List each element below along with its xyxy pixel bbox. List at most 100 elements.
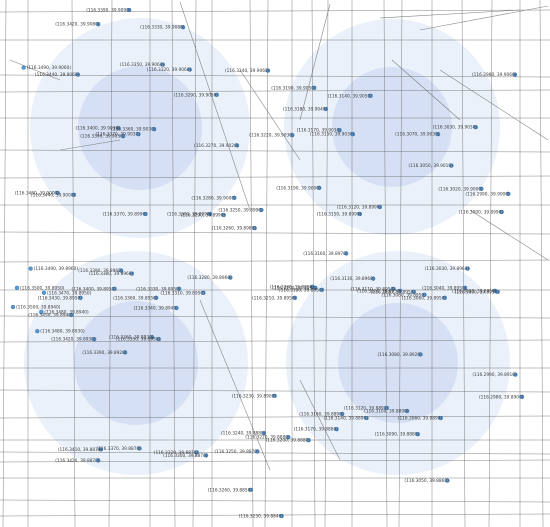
node-label: (116.3390, 39.8920)	[82, 350, 127, 356]
node-label: (116.3130, 39.8960)	[330, 276, 375, 282]
network-node: (116.3230, 39.8840)	[239, 514, 284, 520]
edge-diagonal	[179, 1, 251, 211]
node-label: (116.3000, 39.8990)	[459, 210, 504, 216]
network-node: (116.3200, 39.8880)	[266, 438, 311, 444]
node-marker	[398, 288, 403, 293]
network-node: (116.3240, 39.9060)	[225, 68, 271, 74]
network-node: (116.3080, 39.8920)	[377, 352, 423, 358]
edge-diagonal	[439, 69, 549, 141]
node-marker	[259, 207, 264, 213]
node-marker	[194, 450, 199, 455]
edge-vertical	[2, 0, 7, 527]
network-node: (116.3290, 39.8990)	[181, 213, 226, 219]
network-node: (116.3280, 39.8960)	[187, 275, 233, 281]
nodes-layer: (116.3500, 39.8940)(116.3500, 39.8950)(1…	[10, 7, 525, 520]
network-node: (116.2990, 39.8910)	[472, 372, 518, 378]
node-marker	[438, 415, 443, 421]
node-marker	[519, 394, 525, 399]
node-label: (116.3270, 39.9020)	[194, 143, 239, 149]
network-node: (116.3350, 39.8930)	[116, 337, 161, 343]
node-label: (116.3090, 39.8880)	[375, 432, 420, 438]
node-marker	[69, 312, 74, 318]
network-node: (116.3440, 39.9000)	[31, 192, 77, 198]
node-label: (116.3330, 39.8950)	[136, 286, 181, 292]
network-node: (116.3090, 39.8950)	[371, 289, 416, 295]
node-marker	[150, 335, 155, 340]
node-label: (116.3480, 39.8930)	[40, 329, 85, 335]
network-node: (116.3120, 39.8990)	[337, 205, 382, 211]
network-node: (116.3060, 39.8890)	[398, 416, 443, 422]
node-label: (116.3260, 39.8980)	[212, 226, 257, 232]
node-marker	[368, 93, 373, 98]
network-node: (116.3030, 39.9030)	[433, 125, 478, 131]
node-label: (116.3370, 39.8870)	[97, 446, 142, 452]
node-marker	[313, 285, 318, 290]
network-node: (116.3220, 39.9030)	[249, 133, 295, 139]
node-marker	[334, 427, 339, 432]
edge-horizontal	[0, 74, 550, 78]
network-node: (116.3250, 39.8990)	[218, 207, 264, 214]
node-marker	[55, 190, 60, 195]
network-node: (116.3250, 39.8870)	[214, 449, 260, 455]
node-label: (116.3280, 39.8960)	[187, 275, 232, 281]
network-node: (116.3420, 39.8870)	[55, 458, 101, 464]
node-label: (116.2980, 39.8900)	[479, 394, 524, 400]
node-marker	[248, 487, 253, 492]
node-label: (116.3140, 39.9050)	[328, 93, 373, 99]
node-label: (116.3030, 39.9030)	[433, 125, 478, 131]
network-node: (116.3410, 39.8870)	[58, 447, 104, 453]
edge-vertical	[108, 0, 113, 527]
node-marker	[207, 211, 213, 217]
network-node: (116.3090, 39.8880)	[375, 432, 420, 438]
node-label: (116.3230, 39.8840)	[239, 514, 284, 520]
node-marker	[317, 185, 322, 190]
node-label: (116.3060, 39.8890)	[398, 416, 443, 422]
node-marker	[323, 106, 329, 112]
edge-diagonal	[419, 5, 549, 31]
network-node: (116.3040, 39.8950)	[422, 285, 468, 291]
node-label: (116.3090, 39.8950)	[371, 289, 416, 295]
network-node: (116.3060, 39.8950)	[402, 295, 447, 301]
node-marker	[41, 290, 47, 295]
node-marker	[14, 285, 20, 290]
node-marker	[465, 266, 470, 271]
network-node: (116.3400, 39.8950)	[72, 286, 117, 292]
network-node: (116.3260, 39.8850)	[208, 487, 253, 493]
node-marker	[512, 72, 518, 77]
node-label: (116.3450, 39.8940)	[28, 313, 73, 319]
node-label: (116.3100, 39.8890)	[364, 409, 409, 415]
node-label: (116.3120, 39.8890)	[344, 406, 389, 412]
node-marker	[418, 352, 423, 357]
node-marker	[261, 431, 267, 436]
edge-diagonal	[469, 209, 549, 261]
node-label: (116.3420, 39.8870)	[55, 458, 100, 464]
network-node: (116.3360, 39.9030)	[111, 127, 157, 133]
node-marker	[344, 251, 349, 256]
network-node: (116.3190, 39.9050)	[271, 85, 317, 91]
network-node: (116.3460, 39.9000)	[15, 190, 60, 196]
node-marker	[473, 125, 478, 130]
node-label: (116.3380, 39.8960)	[89, 271, 134, 277]
network-node: (116.3470, 39.8950)	[41, 290, 92, 296]
node-marker	[127, 7, 132, 13]
node-marker	[35, 329, 40, 334]
network-node: (116.2980, 39.9060)	[472, 72, 518, 78]
node-label: (116.3190, 39.9000)	[276, 185, 321, 191]
edge-horizontal	[0, 9, 550, 13]
node-label: (116.3370, 39.9030)	[96, 132, 141, 138]
edge-diagonal	[9, 59, 61, 81]
node-marker	[119, 268, 124, 273]
network-node: (116.3190, 39.9000)	[276, 185, 322, 191]
edge-horizontal	[0, 451, 550, 455]
edge-vertical	[264, 0, 269, 527]
node-marker	[10, 304, 16, 310]
node-marker	[176, 286, 182, 291]
node-marker	[449, 163, 454, 168]
node-marker	[279, 513, 284, 519]
node-marker	[156, 337, 161, 342]
node-marker	[391, 286, 396, 291]
node-label: (116.3170, 39.8880)	[294, 427, 339, 433]
network-node: (116.3390, 39.8960)	[78, 268, 124, 274]
